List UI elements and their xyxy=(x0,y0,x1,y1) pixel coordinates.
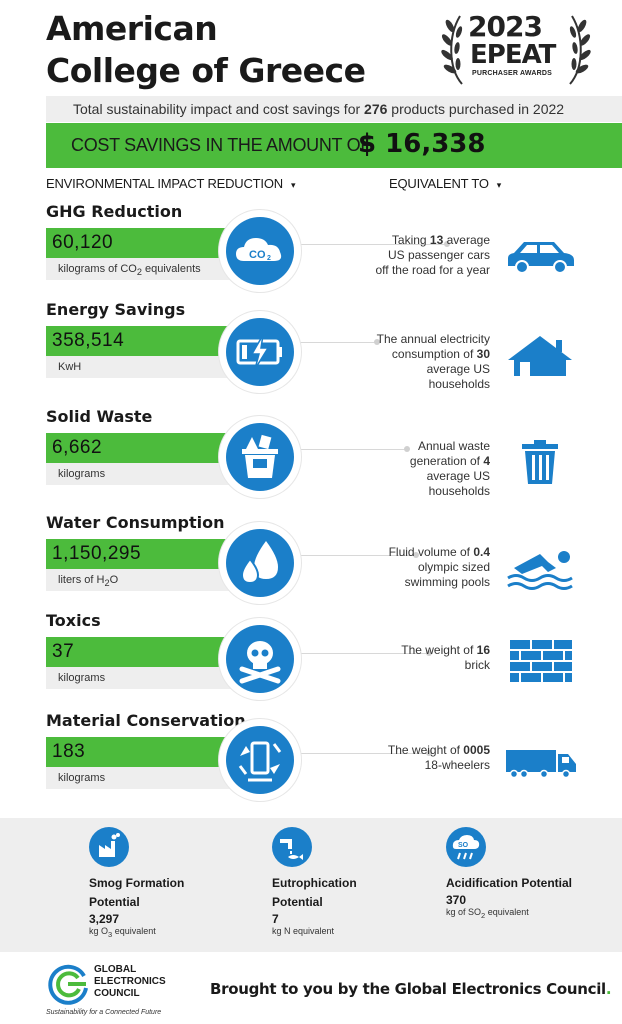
connector-line xyxy=(300,244,446,245)
metric-unit: kilograms xyxy=(46,667,236,689)
cost-savings-amount: $ 16,338 xyxy=(358,129,486,159)
svg-text:SO: SO xyxy=(458,842,469,849)
metric-title: Toxics xyxy=(46,611,101,630)
metric-icon-ring: CO 2 xyxy=(219,210,301,292)
cost-savings-bar: COST SAVINGS IN THE AMOUNT OF $ 16,338 xyxy=(46,123,622,168)
metric-value: 1,150,295 xyxy=(46,539,236,569)
equivalent-text: Fluid volume of 0.4 olympic sized swimmi… xyxy=(388,545,490,589)
epeat-award-badge: 2023 EPEAT PURCHASER AWARDS xyxy=(440,8,592,86)
car-icon xyxy=(508,242,574,274)
award-year: 2023 xyxy=(468,10,543,43)
potential-name: Acidification Potential xyxy=(446,876,573,890)
impact-column-header[interactable]: ENVIRONMENTAL IMPACT REDUCTION ▾ xyxy=(46,176,295,191)
potential-item: Smog Formation Potential 3,297 kg O3 equ… xyxy=(89,874,209,939)
metric-value: 358,514 xyxy=(46,326,236,356)
connector-line xyxy=(300,753,428,754)
water-drops-icon xyxy=(240,541,278,585)
potential-unit: kg O3 equivalent xyxy=(89,926,156,939)
metric-title: GHG Reduction xyxy=(46,202,183,221)
title-line-1: American xyxy=(46,9,218,48)
acid-rain-icon: SO xyxy=(452,835,480,860)
connector-line xyxy=(300,449,406,450)
summary-text-after: products purchased in 2022 xyxy=(387,101,565,117)
connector-dot xyxy=(404,446,410,452)
gec-name: GLOBAL ELECTRONICS COUNCIL xyxy=(94,964,166,999)
metric-icon-ring xyxy=(219,522,301,604)
potentials-panel: Smog Formation Potential 3,297 kg O3 equ… xyxy=(0,818,622,952)
metric-unit: kilograms of CO2 equivalents xyxy=(46,258,236,280)
metric-title: Energy Savings xyxy=(46,300,186,319)
truck-icon xyxy=(506,750,576,779)
award-subtitle: PURCHASER AWARDS xyxy=(472,70,552,77)
connector-dot xyxy=(426,650,432,656)
svg-text:2: 2 xyxy=(267,255,271,262)
potential-value: 3,297 xyxy=(89,912,120,926)
connector-dot xyxy=(426,750,432,756)
metric-title: Solid Waste xyxy=(46,407,153,426)
equivalent-text: The annual electricity consumption of 30… xyxy=(376,332,490,391)
page-title: American College of Greece xyxy=(46,8,366,92)
chevron-down-icon: ▾ xyxy=(496,180,502,190)
connector-dot xyxy=(413,552,419,558)
equivalent-column-label: EQUIVALENT TO xyxy=(389,176,489,191)
house-icon xyxy=(508,336,572,376)
metric-value: 6,662 xyxy=(46,433,236,463)
cost-savings-label: COST SAVINGS IN THE AMOUNT OF xyxy=(71,135,372,155)
skull-crossbones-icon xyxy=(239,641,281,684)
pipe-fish-icon xyxy=(280,839,303,860)
connector-line xyxy=(300,653,428,654)
metric-icon-ring xyxy=(219,719,301,801)
metric-value: 183 xyxy=(46,737,236,767)
potential-unit: kg of SO2 equivalent xyxy=(446,907,529,920)
award-name: EPEAT xyxy=(470,40,556,70)
impact-column-label: ENVIRONMENTAL IMPACT REDUCTION xyxy=(46,176,283,191)
summary-bar: Total sustainability impact and cost sav… xyxy=(46,96,622,122)
equivalent-text: Taking 13 average US passenger cars off … xyxy=(375,233,490,277)
potential-item: Acidification Potential 370 kg of SO2 eq… xyxy=(446,874,576,920)
metric-title: Water Consumption xyxy=(46,513,225,532)
waste-bin-icon xyxy=(242,434,278,478)
metric-value: 60,120 xyxy=(46,228,236,258)
brick-wall-icon xyxy=(510,640,572,682)
potential-name: Eutrophication Potential xyxy=(272,876,357,909)
metric-title: Material Conservation xyxy=(46,711,246,730)
gec-tagline: Sustainability for a Connected Future xyxy=(46,1009,162,1016)
metric-icon-ring xyxy=(219,311,301,393)
metric-unit: liters of H2O xyxy=(46,569,236,591)
summary-product-count: 276 xyxy=(364,101,388,117)
potential-unit: kg N equivalent xyxy=(272,926,335,936)
metric-icon-ring xyxy=(219,416,301,498)
trash-can-icon xyxy=(522,440,558,484)
equivalent-text: The weight of 0005 18-wheelers xyxy=(387,743,490,772)
metric-unit: kilograms xyxy=(46,463,236,485)
svg-text:CO: CO xyxy=(249,249,266,261)
recycle-phone-icon xyxy=(238,741,282,782)
equivalent-text: The weight of 16 brick xyxy=(401,643,490,672)
chevron-down-icon: ▾ xyxy=(290,180,296,190)
connector-dot xyxy=(374,339,380,345)
potential-item: Eutrophication Potential 7 kg N equivale… xyxy=(272,874,392,939)
battery-bolt-icon xyxy=(236,334,282,370)
potential-value: 7 xyxy=(272,912,279,926)
connector-line xyxy=(300,342,376,343)
metric-unit: KwH xyxy=(46,356,236,378)
factory-icon xyxy=(99,833,120,857)
gec-logo-icon xyxy=(48,964,88,1005)
connector-line xyxy=(300,555,416,556)
left-laurel-icon xyxy=(441,15,463,85)
equivalent-column-header[interactable]: EQUIVALENT TO ▾ xyxy=(389,176,501,191)
summary-text-before: Total sustainability impact and cost sav… xyxy=(73,101,365,117)
swimmer-icon xyxy=(507,551,573,590)
metric-unit: kilograms xyxy=(46,767,236,789)
metric-value: 37 xyxy=(46,637,236,667)
connector-dot xyxy=(444,241,450,247)
right-laurel-icon xyxy=(569,15,591,85)
title-line-2: College of Greece xyxy=(46,51,366,90)
metric-icon-ring xyxy=(219,618,301,700)
potential-value: 370 xyxy=(446,893,467,907)
potential-name: Smog Formation Potential xyxy=(89,876,185,909)
equivalent-text: Annual waste generation of 4 average US … xyxy=(409,439,490,498)
co2-cloud-icon: CO 2 xyxy=(236,238,282,262)
footer-credit: Brought to you by the Global Electronics… xyxy=(210,980,612,998)
